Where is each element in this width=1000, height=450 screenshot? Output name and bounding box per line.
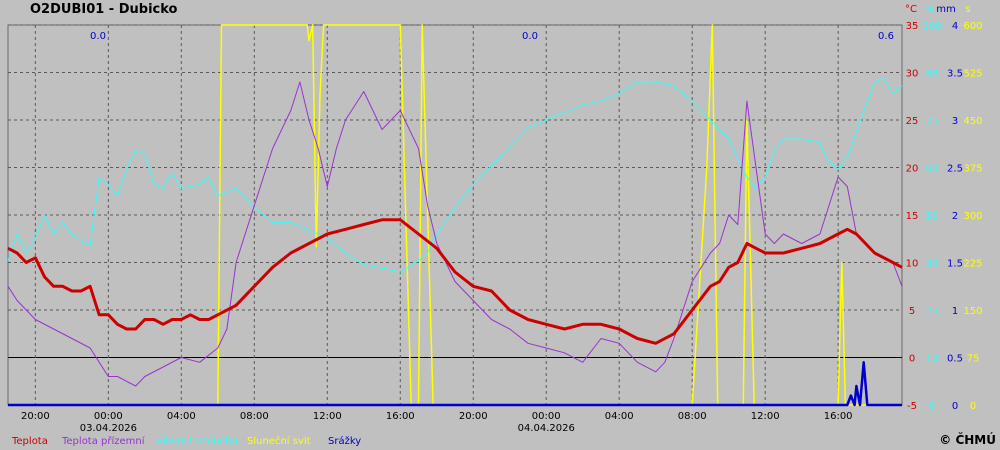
axis-tick-label: 2: [952, 211, 958, 222]
x-tick-label: 12:00: [313, 411, 342, 422]
x-tick-label: 12:00: [751, 411, 780, 422]
axis-tick-label: 75: [967, 354, 980, 365]
axis-tick-label: 300: [963, 211, 982, 222]
axis-tick-label: 0: [970, 401, 976, 412]
axis-tick-label: 30: [906, 69, 919, 80]
axis-tick-label: 525: [963, 69, 982, 80]
series-line-Sluneční svit: [8, 24, 902, 406]
axis-tick-label: 0: [952, 401, 958, 412]
axis-tick-label: 225: [963, 259, 982, 270]
x-tick-label: 00:00: [94, 411, 123, 422]
axis-tick-label: 35: [906, 21, 919, 32]
axis-tick-label: 25: [906, 116, 919, 127]
x-tick-label: 00:00: [532, 411, 561, 422]
date-label: 03.04.2026: [80, 423, 137, 434]
axis-tick-label: 3: [952, 116, 958, 127]
axis-tick-label: 1.5: [947, 259, 963, 270]
axis-tick-label: 13: [926, 354, 939, 365]
x-tick-label: 16:00: [824, 411, 853, 422]
daily-precip-total: 0.6: [878, 31, 894, 42]
legend-item: Vlhkost vzduchu: [156, 436, 238, 447]
series-line-Teplota přízemní: [7, 81, 903, 387]
axis-tick-label: 1: [952, 306, 958, 317]
chart-title: O2DUBI01 - Dubicko: [30, 2, 178, 17]
x-tick-label: 08:00: [678, 411, 707, 422]
axis-unit-label: s: [965, 4, 970, 15]
x-tick-label: 04:00: [167, 411, 196, 422]
axis-tick-label: 63: [926, 164, 939, 175]
legend-item: Teplota: [11, 436, 48, 447]
x-tick-label: 16:00: [386, 411, 415, 422]
axis-tick-label: 5: [909, 306, 915, 317]
axis-tick-label: 450: [963, 116, 982, 127]
legend-item: Teplota přízemní: [61, 435, 146, 447]
axis-tick-label: 600: [963, 21, 982, 32]
copyright: © ČHMÚ: [939, 433, 996, 447]
x-tick-label: 20:00: [459, 411, 488, 422]
axis-tick-label: 150: [963, 306, 982, 317]
x-tick-label: 20:00: [21, 411, 50, 422]
axis-tick-label: 3.5: [947, 69, 963, 80]
axis-tick-label: -5: [907, 401, 917, 412]
axis-tick-label: 20: [906, 164, 919, 175]
axis-tick-label: 0.5: [947, 354, 963, 365]
axis-tick-label: 10: [906, 259, 919, 270]
axis-unit-label: %: [924, 4, 934, 15]
legend-item: Srážky: [328, 435, 361, 447]
axis-tick-label: 100: [922, 21, 941, 32]
daily-precip-total: 0.0: [522, 31, 538, 42]
x-tick-label: 04:00: [605, 411, 634, 422]
legend-item: Sluneční svit: [247, 435, 311, 447]
series-line-Srážky: [8, 361, 902, 407]
axis-tick-label: 375: [963, 164, 982, 175]
date-label: 04.04.2026: [518, 423, 575, 434]
axis-tick-label: 4: [952, 21, 958, 32]
daily-precip-total: 0.0: [90, 31, 106, 42]
axis-tick-label: 88: [926, 69, 939, 80]
axis-tick-label: 2.5: [947, 164, 963, 175]
series-line-Teplota: [7, 218, 903, 345]
axis-tick-label: 0: [909, 354, 915, 365]
axis-tick-label: 50: [926, 211, 939, 222]
axis-tick-label: 38: [926, 259, 939, 270]
axis-tick-label: 15: [906, 211, 919, 222]
axis-tick-label: 0: [929, 401, 935, 412]
axis-unit-label: °C: [905, 4, 917, 15]
series-line-Vlhkost vzduchu: [7, 77, 903, 273]
x-tick-label: 08:00: [240, 411, 269, 422]
axis-tick-label: 75: [926, 116, 939, 127]
axis-tick-label: 25: [926, 306, 939, 317]
axis-unit-label: mm: [936, 4, 955, 15]
